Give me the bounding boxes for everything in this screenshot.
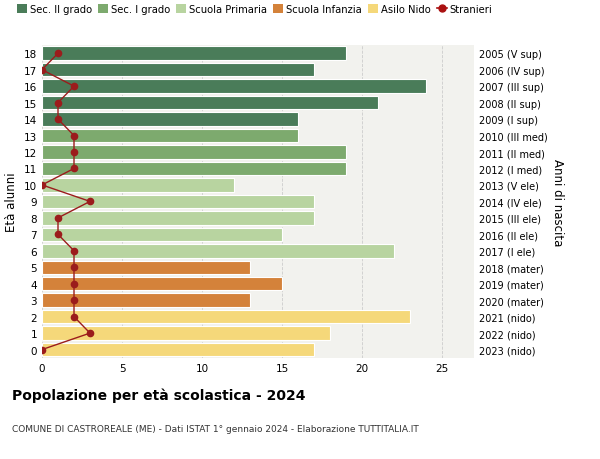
- Bar: [42, 327, 330, 340]
- Bar: [42, 310, 410, 324]
- Text: Popolazione per età scolastica - 2024: Popolazione per età scolastica - 2024: [12, 388, 305, 403]
- Y-axis label: Età alunni: Età alunni: [5, 172, 19, 232]
- Bar: [42, 113, 298, 127]
- Bar: [42, 129, 298, 143]
- Bar: [42, 162, 346, 176]
- Bar: [42, 97, 378, 110]
- Bar: [42, 47, 346, 61]
- Bar: [42, 195, 314, 209]
- Bar: [42, 277, 282, 291]
- Bar: [42, 228, 282, 241]
- Legend: Sec. II grado, Sec. I grado, Scuola Primaria, Scuola Infanzia, Asilo Nido, Stran: Sec. II grado, Sec. I grado, Scuola Prim…: [17, 5, 493, 15]
- Bar: [42, 261, 250, 274]
- Bar: [42, 294, 250, 307]
- Bar: [42, 146, 346, 159]
- Bar: [42, 179, 234, 192]
- Bar: [42, 245, 394, 258]
- Bar: [42, 80, 426, 94]
- Bar: [42, 212, 314, 225]
- Bar: [42, 64, 314, 77]
- Bar: [42, 343, 314, 357]
- Y-axis label: Anni di nascita: Anni di nascita: [551, 158, 564, 246]
- Text: COMUNE DI CASTROREALE (ME) - Dati ISTAT 1° gennaio 2024 - Elaborazione TUTTITALI: COMUNE DI CASTROREALE (ME) - Dati ISTAT …: [12, 425, 419, 434]
